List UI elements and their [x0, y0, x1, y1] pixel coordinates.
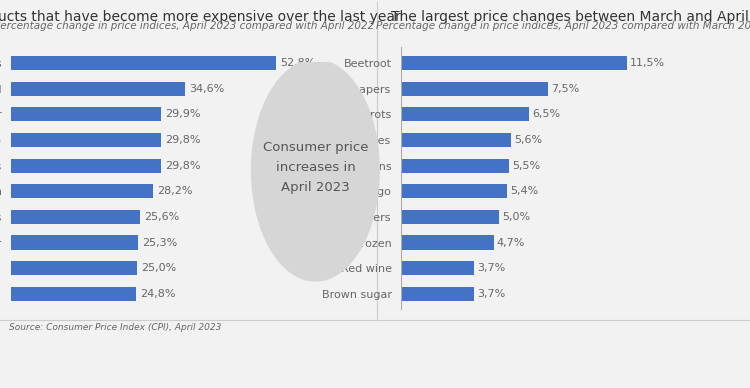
Text: 25,0%: 25,0% — [141, 263, 176, 273]
Bar — [11, 184, 153, 198]
Text: 11,5%: 11,5% — [630, 58, 665, 68]
Bar — [11, 56, 276, 70]
Bar — [401, 82, 548, 96]
Text: 7,5%: 7,5% — [551, 84, 580, 94]
Bar — [11, 159, 160, 173]
Text: 5,0%: 5,0% — [503, 212, 530, 222]
Bar — [401, 56, 627, 70]
Text: The largest price changes between March and April: The largest price changes between March … — [391, 10, 749, 24]
Text: 25,6%: 25,6% — [144, 212, 179, 222]
Text: Consumer price
increases in
April 2023: Consumer price increases in April 2023 — [262, 142, 368, 194]
Bar — [401, 184, 507, 198]
Text: Percentage change in price indices, April 2023 compared with March 2023: Percentage change in price indices, Apri… — [376, 21, 750, 31]
Bar — [11, 133, 160, 147]
Text: Products that have become more expensive over the last year: Products that have become more expensive… — [0, 10, 400, 24]
Bar — [11, 210, 140, 224]
Bar — [401, 107, 529, 121]
Circle shape — [251, 60, 380, 281]
Text: 5,6%: 5,6% — [514, 135, 542, 145]
Bar — [401, 236, 494, 249]
Bar — [401, 261, 474, 275]
Bar — [401, 287, 474, 301]
Bar — [11, 287, 136, 301]
Text: 28,2%: 28,2% — [157, 186, 192, 196]
Bar — [401, 133, 512, 147]
Text: 5,5%: 5,5% — [512, 161, 540, 171]
Bar — [11, 236, 138, 249]
Text: 3,7%: 3,7% — [477, 289, 505, 299]
Text: 4,7%: 4,7% — [496, 237, 525, 248]
Bar — [11, 261, 136, 275]
Text: 3,7%: 3,7% — [477, 263, 505, 273]
Bar — [11, 82, 185, 96]
Text: 29,9%: 29,9% — [165, 109, 201, 120]
Text: 34,6%: 34,6% — [189, 84, 224, 94]
Text: 25,3%: 25,3% — [142, 237, 178, 248]
Text: 5,4%: 5,4% — [510, 186, 538, 196]
Bar — [401, 159, 509, 173]
Text: 24,8%: 24,8% — [140, 289, 176, 299]
Text: 29,8%: 29,8% — [165, 161, 200, 171]
Text: 29,8%: 29,8% — [165, 135, 200, 145]
Bar — [11, 107, 161, 121]
Text: Source: Consumer Price Index (CPI), April 2023: Source: Consumer Price Index (CPI), Apri… — [9, 323, 221, 332]
Text: 52,8%: 52,8% — [280, 58, 316, 68]
Bar — [401, 210, 500, 224]
Text: Percentage change in price indices, April 2023 compared with April 2022: Percentage change in price indices, Apri… — [0, 21, 374, 31]
Text: 6,5%: 6,5% — [532, 109, 560, 120]
